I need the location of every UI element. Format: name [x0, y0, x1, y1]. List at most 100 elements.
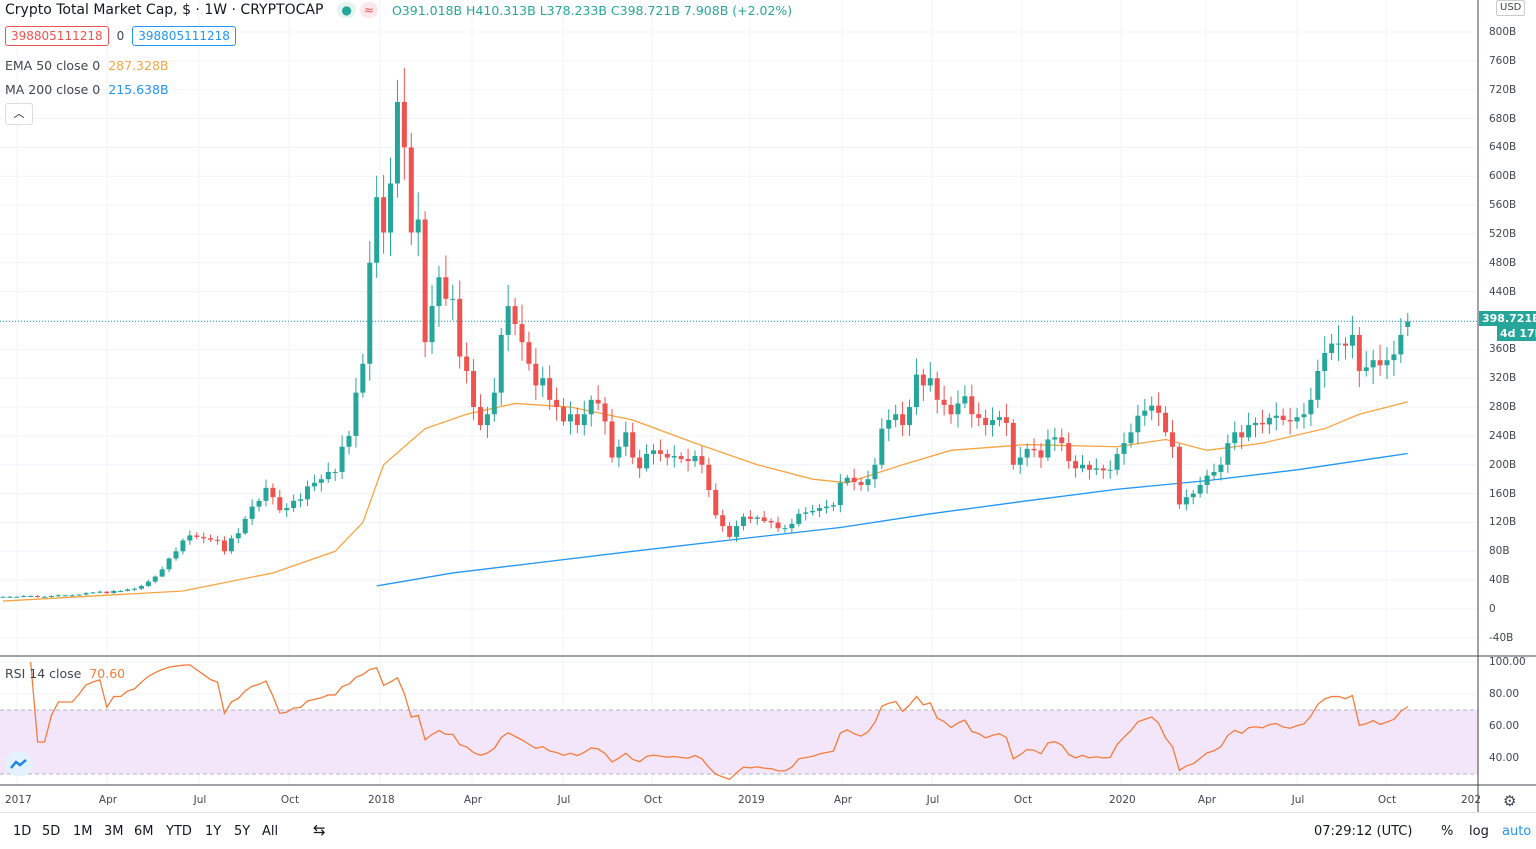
candle [491, 377, 497, 422]
rsi-tick-label: 80.00 [1489, 688, 1520, 700]
candle [823, 499, 829, 514]
candle-body [1107, 469, 1113, 471]
log-toggle[interactable]: log [1469, 824, 1489, 839]
time-tick-label: Jul [193, 794, 207, 806]
candle-body [1163, 412, 1169, 433]
candle [782, 524, 788, 533]
candle-body [159, 569, 165, 577]
current-price-label: 398.721B [1479, 311, 1536, 326]
range-button-3m[interactable]: 3M [104, 824, 124, 839]
candle [69, 594, 75, 597]
ema-value: 287.328B [108, 58, 169, 73]
candle [637, 449, 643, 479]
candle [519, 304, 525, 361]
rsi-tick-label: 40.00 [1489, 752, 1520, 764]
candle [602, 396, 608, 435]
market-status-dot-icon[interactable]: ● [337, 2, 356, 18]
price-tick-label: 160B [1489, 487, 1517, 500]
range-button-1y[interactable]: 1Y [205, 824, 222, 839]
range-button-all[interactable]: All [262, 824, 279, 839]
candle-body [505, 306, 511, 335]
candle-body [284, 508, 290, 511]
symbol-title[interactable]: Crypto Total Market Cap, $ · 1W · CRYPTO… [5, 2, 324, 18]
candle [844, 474, 850, 486]
candle [1038, 443, 1044, 468]
candle [1370, 349, 1376, 385]
candle-body [664, 453, 670, 458]
candle [962, 385, 968, 409]
range-button-ytd[interactable]: YTD [166, 824, 192, 839]
candle [934, 371, 940, 414]
time-tick-label: 202 [1460, 794, 1482, 806]
candle [588, 395, 594, 427]
price-tick-label: 680B [1489, 112, 1517, 125]
candle-body [1080, 464, 1086, 469]
rsi-label: RSI 14 close [5, 666, 82, 681]
data-badge[interactable]: ≈ [359, 2, 378, 18]
price-tick-label: 560B [1489, 199, 1517, 212]
candle [920, 368, 926, 401]
candle-body [332, 471, 338, 473]
sell-button[interactable]: 398805111218 [5, 26, 109, 46]
candle-body [256, 500, 262, 507]
candle [422, 211, 428, 358]
candle-body [166, 558, 172, 570]
candle [1100, 464, 1106, 479]
range-button-5d[interactable]: 5D [42, 824, 61, 839]
chart-canvas[interactable] [0, 0, 1536, 812]
tradingview-logo[interactable] [5, 752, 33, 776]
gear-icon[interactable]: ⚙ [1503, 792, 1517, 810]
candle-body [408, 147, 414, 233]
time-tick-label: Oct [643, 794, 663, 806]
candle [817, 503, 823, 518]
range-button-5y[interactable]: 5Y [234, 824, 251, 839]
ema-legend[interactable]: EMA 50 close 0 287.328B [5, 58, 168, 73]
candle-body [574, 414, 580, 426]
candle-body [1024, 448, 1030, 458]
candle [706, 457, 712, 498]
candle-body [796, 513, 802, 524]
candle [1301, 403, 1307, 429]
candle-body [1259, 422, 1265, 425]
candle [512, 297, 518, 336]
buy-button[interactable]: 398805111218 [132, 26, 236, 46]
rsi-legend[interactable]: RSI 14 close 70.60 [5, 666, 125, 681]
candle [401, 68, 407, 180]
currency-label[interactable]: USD [1496, 0, 1526, 16]
range-button-6m[interactable]: 6M [134, 824, 154, 839]
candle [311, 474, 317, 492]
percent-toggle[interactable]: % [1441, 824, 1454, 839]
candle [740, 513, 746, 531]
candle [62, 594, 68, 597]
candle [1377, 344, 1383, 376]
candle [42, 596, 48, 598]
candle [1266, 413, 1272, 435]
auto-toggle[interactable]: auto [1502, 824, 1532, 839]
candle [1003, 403, 1009, 436]
range-button-1m[interactable]: 1M [73, 824, 93, 839]
candle-body [201, 536, 207, 539]
candle-body [1273, 415, 1279, 418]
candle [1086, 460, 1092, 480]
candle-body [1322, 352, 1328, 371]
price-tick-label: 40B [1489, 574, 1510, 587]
range-button-1d[interactable]: 1D [13, 824, 32, 839]
collapse-legend-button[interactable]: ︿ [5, 103, 33, 125]
candle-body [1176, 446, 1182, 505]
candle-body [277, 497, 283, 511]
clock-time[interactable]: 07:29:12 (UTC) [1314, 824, 1413, 839]
candle [1142, 398, 1148, 426]
candle [277, 489, 283, 513]
candle-body [125, 589, 131, 591]
ma-legend[interactable]: MA 200 close 0 215.638B [5, 82, 169, 97]
candle-body [1336, 343, 1342, 345]
ma200-line [376, 452, 1408, 587]
candle [457, 280, 463, 369]
candle [650, 443, 656, 465]
candle-body [948, 404, 954, 415]
date-range-icon[interactable]: ⇆ [313, 821, 326, 839]
candle-body [962, 396, 968, 404]
candle [332, 468, 338, 481]
candle-body [727, 526, 733, 537]
time-tick-label: 2019 [738, 794, 764, 806]
